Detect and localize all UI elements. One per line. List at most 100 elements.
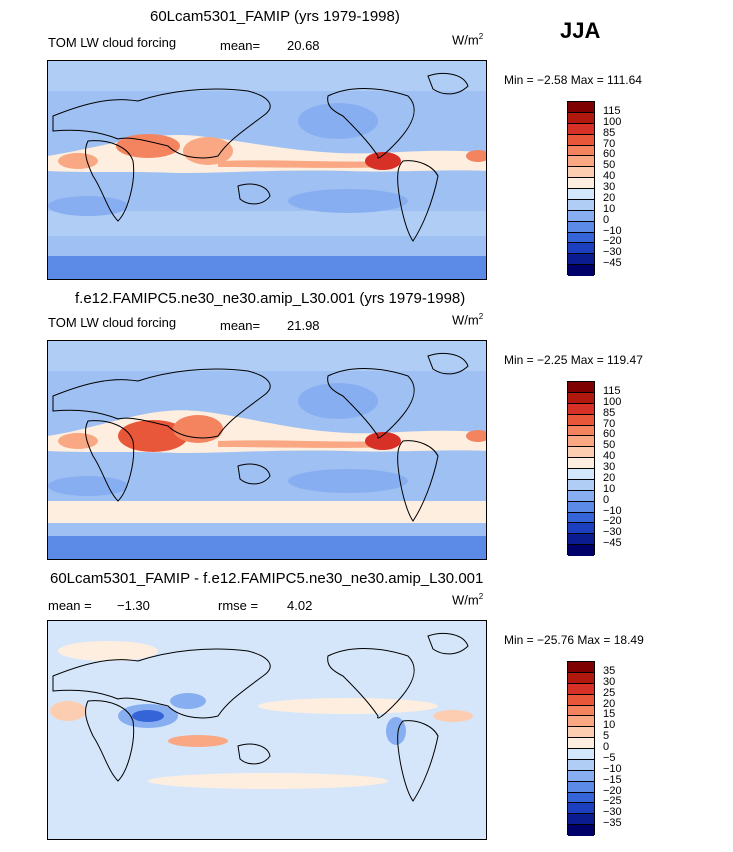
colorbar-tick-label: 100 — [603, 395, 622, 408]
map-field-negative — [132, 710, 164, 722]
colorbar-swatch — [568, 145, 594, 157]
colorbar-swatch — [568, 403, 594, 415]
colorbar-swatch — [568, 662, 594, 673]
colorbar-swatch — [568, 479, 594, 491]
colorbar-tick-label: −25 — [603, 795, 622, 808]
map-field-positive — [148, 773, 388, 789]
colorbar-tick-label: 10 — [603, 719, 616, 732]
map-field-min — [48, 196, 128, 216]
panel-2-map — [47, 340, 487, 560]
colorbar-tick-label: 70 — [603, 417, 616, 430]
colorbar-tick-label: 100 — [603, 115, 622, 128]
map-field-min — [288, 189, 408, 213]
panel-3-mean-label: mean = — [48, 598, 92, 613]
colorbar-swatch — [568, 254, 594, 266]
map-field-positive — [258, 698, 438, 714]
colorbar-swatch — [568, 210, 594, 222]
panel-2-colorbar — [567, 381, 595, 556]
colorbar-tick-label: 20 — [603, 697, 616, 710]
colorbar-tick-label: 15 — [603, 708, 616, 721]
colorbar-swatch — [568, 156, 594, 168]
colorbar-tick-label: −20 — [603, 784, 622, 797]
colorbar-swatch — [568, 123, 594, 135]
colorbar-tick-label: 0 — [603, 213, 610, 226]
colorbar-tick-label: −35 — [603, 817, 622, 830]
colorbar-tick-label: −20 — [603, 235, 622, 248]
colorbar-tick-label: −10 — [603, 762, 622, 775]
colorbar-tick-label: −5 — [603, 751, 616, 764]
panel-1-colorbar — [567, 101, 595, 276]
map-field-negative — [170, 693, 206, 709]
panel-1-variable: TOM LW cloud forcing — [48, 35, 177, 50]
colorbar-swatch — [568, 501, 594, 513]
colorbar-swatch — [568, 738, 594, 749]
colorbar-swatch — [568, 447, 594, 459]
colorbar-tick-label: −30 — [603, 806, 622, 819]
map-field-itcz-core — [218, 440, 388, 448]
panel-2-title: f.e12.FAMIPC5.ne30_ne30.amip_L30.001 (yr… — [75, 290, 466, 307]
colorbar-swatch — [568, 759, 594, 771]
colorbar-swatch — [568, 825, 594, 836]
colorbar-tick-label: 10 — [603, 202, 616, 215]
colorbar-tick-label: 20 — [603, 191, 616, 204]
colorbar-swatch — [568, 458, 594, 469]
map-field-max — [173, 415, 223, 443]
colorbar-tick-label: 115 — [603, 384, 621, 397]
colorbar-swatch — [568, 102, 594, 113]
panel-3-mean: −1.30 — [117, 598, 150, 613]
colorbar-swatch — [568, 221, 594, 233]
panel-3-units: W/m2 — [452, 592, 484, 608]
colorbar-tick-label: 0 — [603, 493, 610, 506]
map-field-max — [58, 433, 98, 449]
map-field-positive — [50, 701, 86, 721]
map-field-positive — [433, 710, 473, 722]
panel-2-mean: 21.98 — [287, 318, 320, 333]
map-field-min — [48, 476, 128, 496]
panel-3-title: 60Lcam5301_FAMIP - f.e12.FAMIPC5.ne30_ne… — [50, 570, 484, 587]
colorbar-swatch — [568, 167, 594, 179]
colorbar-swatch — [568, 134, 594, 146]
map-field-min — [288, 469, 408, 493]
map-field-itcz-core — [218, 160, 388, 168]
colorbar-swatch — [568, 512, 594, 524]
colorbar-swatch — [568, 199, 594, 211]
colorbar-swatch — [568, 683, 594, 695]
map-field-max — [466, 430, 486, 442]
panel-1-mean-label: mean= — [220, 38, 261, 53]
colorbar-tick-label: 70 — [603, 137, 616, 150]
colorbar-swatch — [568, 232, 594, 244]
colorbar-tick-label: 10 — [603, 482, 616, 495]
map-field-max — [466, 150, 486, 162]
colorbar-swatch — [568, 716, 594, 728]
colorbar-swatch — [568, 112, 594, 124]
colorbar-swatch — [568, 436, 594, 448]
panel-1-mean: 20.68 — [287, 38, 320, 53]
colorbar-tick-label: 85 — [603, 126, 616, 139]
colorbar-tick-label: 30 — [603, 181, 616, 193]
colorbar-tick-label: 85 — [603, 406, 616, 419]
colorbar-tick-label: −15 — [603, 773, 622, 786]
colorbar-swatch — [568, 265, 594, 276]
map-field-band — [48, 536, 486, 559]
map-field-band — [48, 61, 486, 91]
colorbar-swatch — [568, 469, 594, 480]
colorbar-swatch — [568, 189, 594, 200]
panel-3-colorbar — [567, 661, 595, 836]
panel-3-rmse-label: rmse = — [218, 598, 259, 613]
colorbar-swatch — [568, 392, 594, 404]
map-field-max — [116, 134, 180, 158]
map-field-min — [298, 103, 378, 139]
panel-3-map — [47, 620, 487, 840]
colorbar-swatch — [568, 414, 594, 426]
map-field-band — [48, 341, 486, 371]
map-coastlines — [52, 353, 469, 522]
colorbar-tick-label: 115 — [603, 104, 621, 117]
colorbar-tick-label: 50 — [603, 439, 616, 452]
colorbar-tick-label: −20 — [603, 515, 622, 528]
colorbar-tick-label: −45 — [603, 257, 622, 270]
panel-1-title: 60Lcam5301_FAMIP (yrs 1979-1998) — [150, 8, 400, 25]
colorbar-tick-label: 60 — [603, 148, 616, 161]
colorbar-tick-label: −10 — [603, 224, 622, 237]
colorbar-tick-label: −30 — [603, 526, 622, 539]
map-field-positive — [168, 735, 228, 747]
